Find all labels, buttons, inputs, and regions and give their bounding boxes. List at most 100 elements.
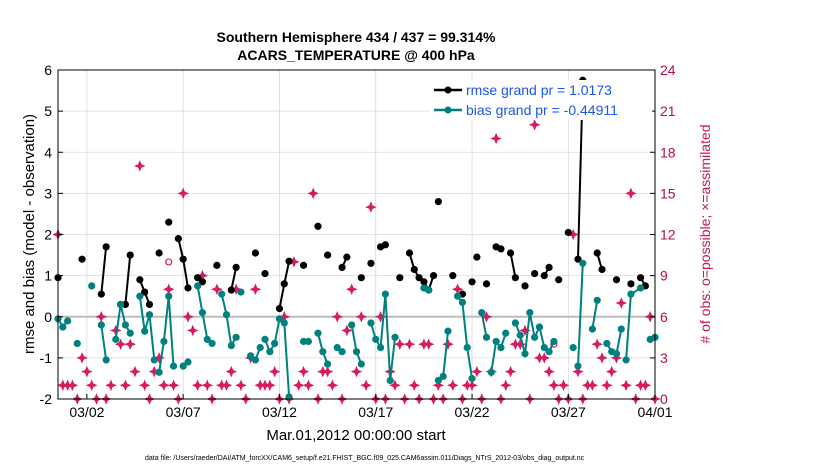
rmse-point [434, 198, 442, 206]
obs-assimilated-marker [374, 311, 387, 323]
rmse-point [232, 263, 240, 272]
obs-assimilated-marker [591, 338, 603, 350]
y-axis-right: 0 3 6 9 12 15 18 21 24 [650, 62, 676, 407]
bias-point [588, 325, 597, 333]
bias-point [434, 376, 442, 385]
series-lines [54, 76, 659, 401]
obs-assimilated-marker [605, 365, 618, 378]
obs-assimilated-marker [114, 338, 127, 350]
y-right-tick-label: 0 [660, 391, 668, 407]
bias-point [425, 286, 433, 294]
rmse-point [555, 276, 563, 284]
rmse-point [593, 249, 601, 257]
bias-line [490, 332, 507, 373]
bias-point [622, 356, 630, 364]
rmse-line [230, 267, 238, 291]
bias-line [114, 304, 132, 340]
bias-point [314, 329, 322, 337]
bias-point [194, 282, 202, 290]
obs-assimilated-marker [201, 379, 214, 392]
bias-point [574, 362, 582, 370]
rmse-point [338, 263, 346, 272]
y-right-tick-label: 12 [660, 227, 676, 243]
obs-assimilated-marker [601, 379, 613, 392]
bias-point [357, 360, 365, 368]
rmse-point [545, 263, 553, 272]
rmse-point [194, 274, 202, 282]
rmse-point [136, 276, 144, 284]
obs-assimilated-marker [177, 187, 189, 200]
rmse-point [429, 272, 438, 280]
obs-assimilated-marker [331, 311, 343, 323]
obs-assimilated-marker [620, 379, 632, 392]
rmse-point [598, 265, 606, 274]
rmse-point [324, 251, 332, 259]
obs-assimilated-marker [625, 187, 637, 200]
bias-point [126, 329, 134, 337]
obs-assimilated-marker [182, 311, 194, 323]
obs-assimilated-marker [350, 365, 363, 378]
obs-assimilated-marker [268, 365, 281, 378]
bias-line [100, 324, 108, 361]
x-tick-label: 03/12 [262, 404, 297, 420]
obs-assimilated-marker [95, 311, 108, 323]
bias-point [256, 343, 264, 352]
bias-point [338, 348, 346, 356]
bias-point [468, 374, 476, 383]
obs-assimilated-marker [543, 365, 555, 378]
rmse-point [482, 280, 491, 288]
bias-point [540, 343, 548, 352]
y-axis-left-label: rmse and bias (model - observation) [21, 114, 38, 354]
obs-assimilated-marker [586, 379, 599, 392]
rmse-point [155, 249, 163, 257]
rmse-point [213, 261, 221, 269]
y-tick-label: 0 [44, 309, 52, 325]
bias-point [102, 356, 110, 364]
bias-point [636, 284, 645, 292]
rmse-point [275, 304, 284, 313]
obs-assimilated-marker [442, 338, 454, 350]
bias-line [138, 296, 156, 361]
rmse-point [184, 284, 192, 292]
obs-assimilated-marker [211, 283, 223, 296]
obs-assimilated-marker [167, 379, 180, 392]
bias-point [617, 325, 625, 333]
bias-point [280, 319, 288, 327]
bias-point [569, 343, 577, 352]
bias-point [535, 323, 544, 331]
rmse-point [97, 290, 105, 298]
obs-assimilated-marker [292, 379, 305, 392]
obs-assimilated-marker [345, 283, 358, 296]
rmse-point [420, 278, 428, 286]
bias-point [439, 372, 447, 380]
obs-assimilated-marker [66, 379, 79, 392]
obs-assimilated-marker [548, 379, 560, 392]
bias-point [550, 337, 558, 346]
bias-point [531, 333, 539, 341]
rmse-point [396, 274, 404, 282]
rmse-point [410, 265, 418, 274]
obs-assimilated-marker [500, 379, 512, 392]
obs-assimilated-marker [307, 187, 319, 200]
bias-point [492, 337, 500, 346]
bias-point [391, 333, 399, 341]
obs-assimilated-marker [162, 283, 175, 296]
obs-assimilated-marker [528, 119, 541, 131]
obs-assimilated-marker [360, 379, 372, 392]
bias-point [261, 335, 269, 343]
bias-point [145, 311, 154, 319]
rmse-point [78, 255, 86, 263]
legend-rmse-label: rmse grand pr = 1.0173 [466, 82, 612, 98]
chart-subtitle: ACARS_TEMPERATURE @ 400 hPa [237, 47, 475, 63]
y-tick-label: 6 [44, 62, 52, 78]
y-tick-label: 3 [44, 185, 52, 201]
rmse-point [357, 274, 365, 282]
rmse-point [165, 218, 173, 226]
rmse-point [343, 253, 351, 261]
bias-point [478, 309, 486, 317]
rmse-point [473, 253, 481, 261]
rmse-point [227, 286, 235, 294]
y-tick-label: 4 [44, 144, 52, 160]
x-tick-label: 03/22 [455, 404, 490, 420]
bias-point [463, 343, 471, 352]
